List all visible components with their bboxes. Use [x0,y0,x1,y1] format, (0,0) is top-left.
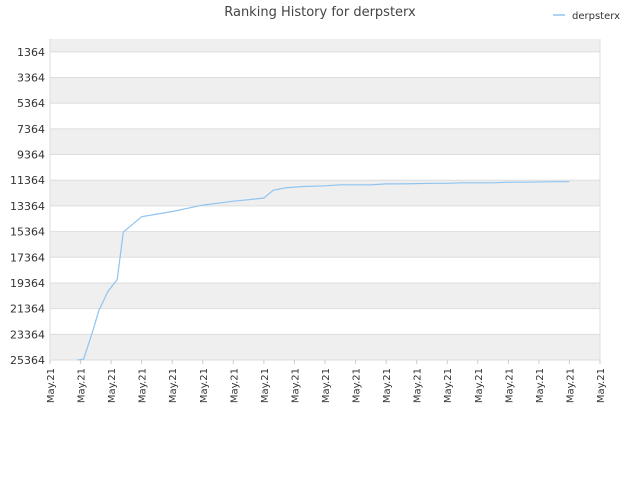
x-axis-ticks: May.21 May.21 May.21 May.21 May.21 May.21 May.… [46,360,607,403]
y-tick-label: 7364 [17,123,45,136]
x-tick-label: May.21 [107,368,118,403]
legend-label-derpsterx: derpsterx [572,11,620,22]
plot-band [50,257,600,283]
x-tick-label: May.21 [229,368,240,403]
plot-band [50,334,600,360]
x-tick-label: May.21 [535,368,546,403]
series-line-derpsterx [77,181,570,361]
x-tick-label: May.21 [352,368,363,403]
plot-band [50,39,600,52]
chart-title: Ranking History for derpsterx [224,5,416,20]
x-tick-label: May.21 [504,368,515,403]
y-tick-label: 21364 [10,303,45,316]
x-tick-label: May.21 [443,368,454,403]
plot-band [50,77,600,104]
x-tick-label: May.21 [321,368,332,403]
y-tick-label: 13364 [10,200,45,213]
y-tick-label: 9364 [17,149,45,162]
series-group [77,181,570,361]
x-tick-label: May.21 [260,368,271,403]
y-tick-label: 19364 [10,277,45,290]
plot-band [50,154,600,181]
x-tick-label: May.21 [382,368,393,403]
plot-bands [50,39,600,360]
plot-band [50,103,600,129]
plot-band [50,231,600,258]
y-tick-label: 23364 [10,328,45,341]
y-tick-label: 17364 [10,251,45,264]
plot-band [50,128,600,155]
y-tick-label: 11364 [10,174,45,187]
legend: derpsterx [553,11,620,22]
x-tick-label: May.21 [77,368,88,403]
y-tick-label: 5364 [17,97,45,110]
y-tick-label: 25364 [10,354,45,367]
x-tick-label: May.21 [565,368,576,403]
x-tick-label: May.21 [168,368,179,403]
x-tick-label: May.21 [290,368,301,403]
plot-band [50,308,600,335]
plot-band [50,282,600,309]
plot-band [50,180,600,206]
x-tick-label: May.21 [474,368,485,403]
x-tick-label: May.21 [596,368,607,403]
x-tick-label: May.21 [199,368,210,403]
plot-band [50,51,600,78]
y-tick-label: 15364 [10,226,45,239]
x-tick-label: May.21 [46,368,57,403]
x-tick-label: May.21 [413,368,424,403]
x-tick-label: May.21 [138,368,149,403]
plot-band [50,205,600,232]
y-tick-label: 1364 [17,46,45,59]
y-tick-label: 3364 [17,72,45,85]
y-axis-ticks: 1364 3364 5364 7364 9364 11364 13364 15364 17364… [10,46,45,367]
